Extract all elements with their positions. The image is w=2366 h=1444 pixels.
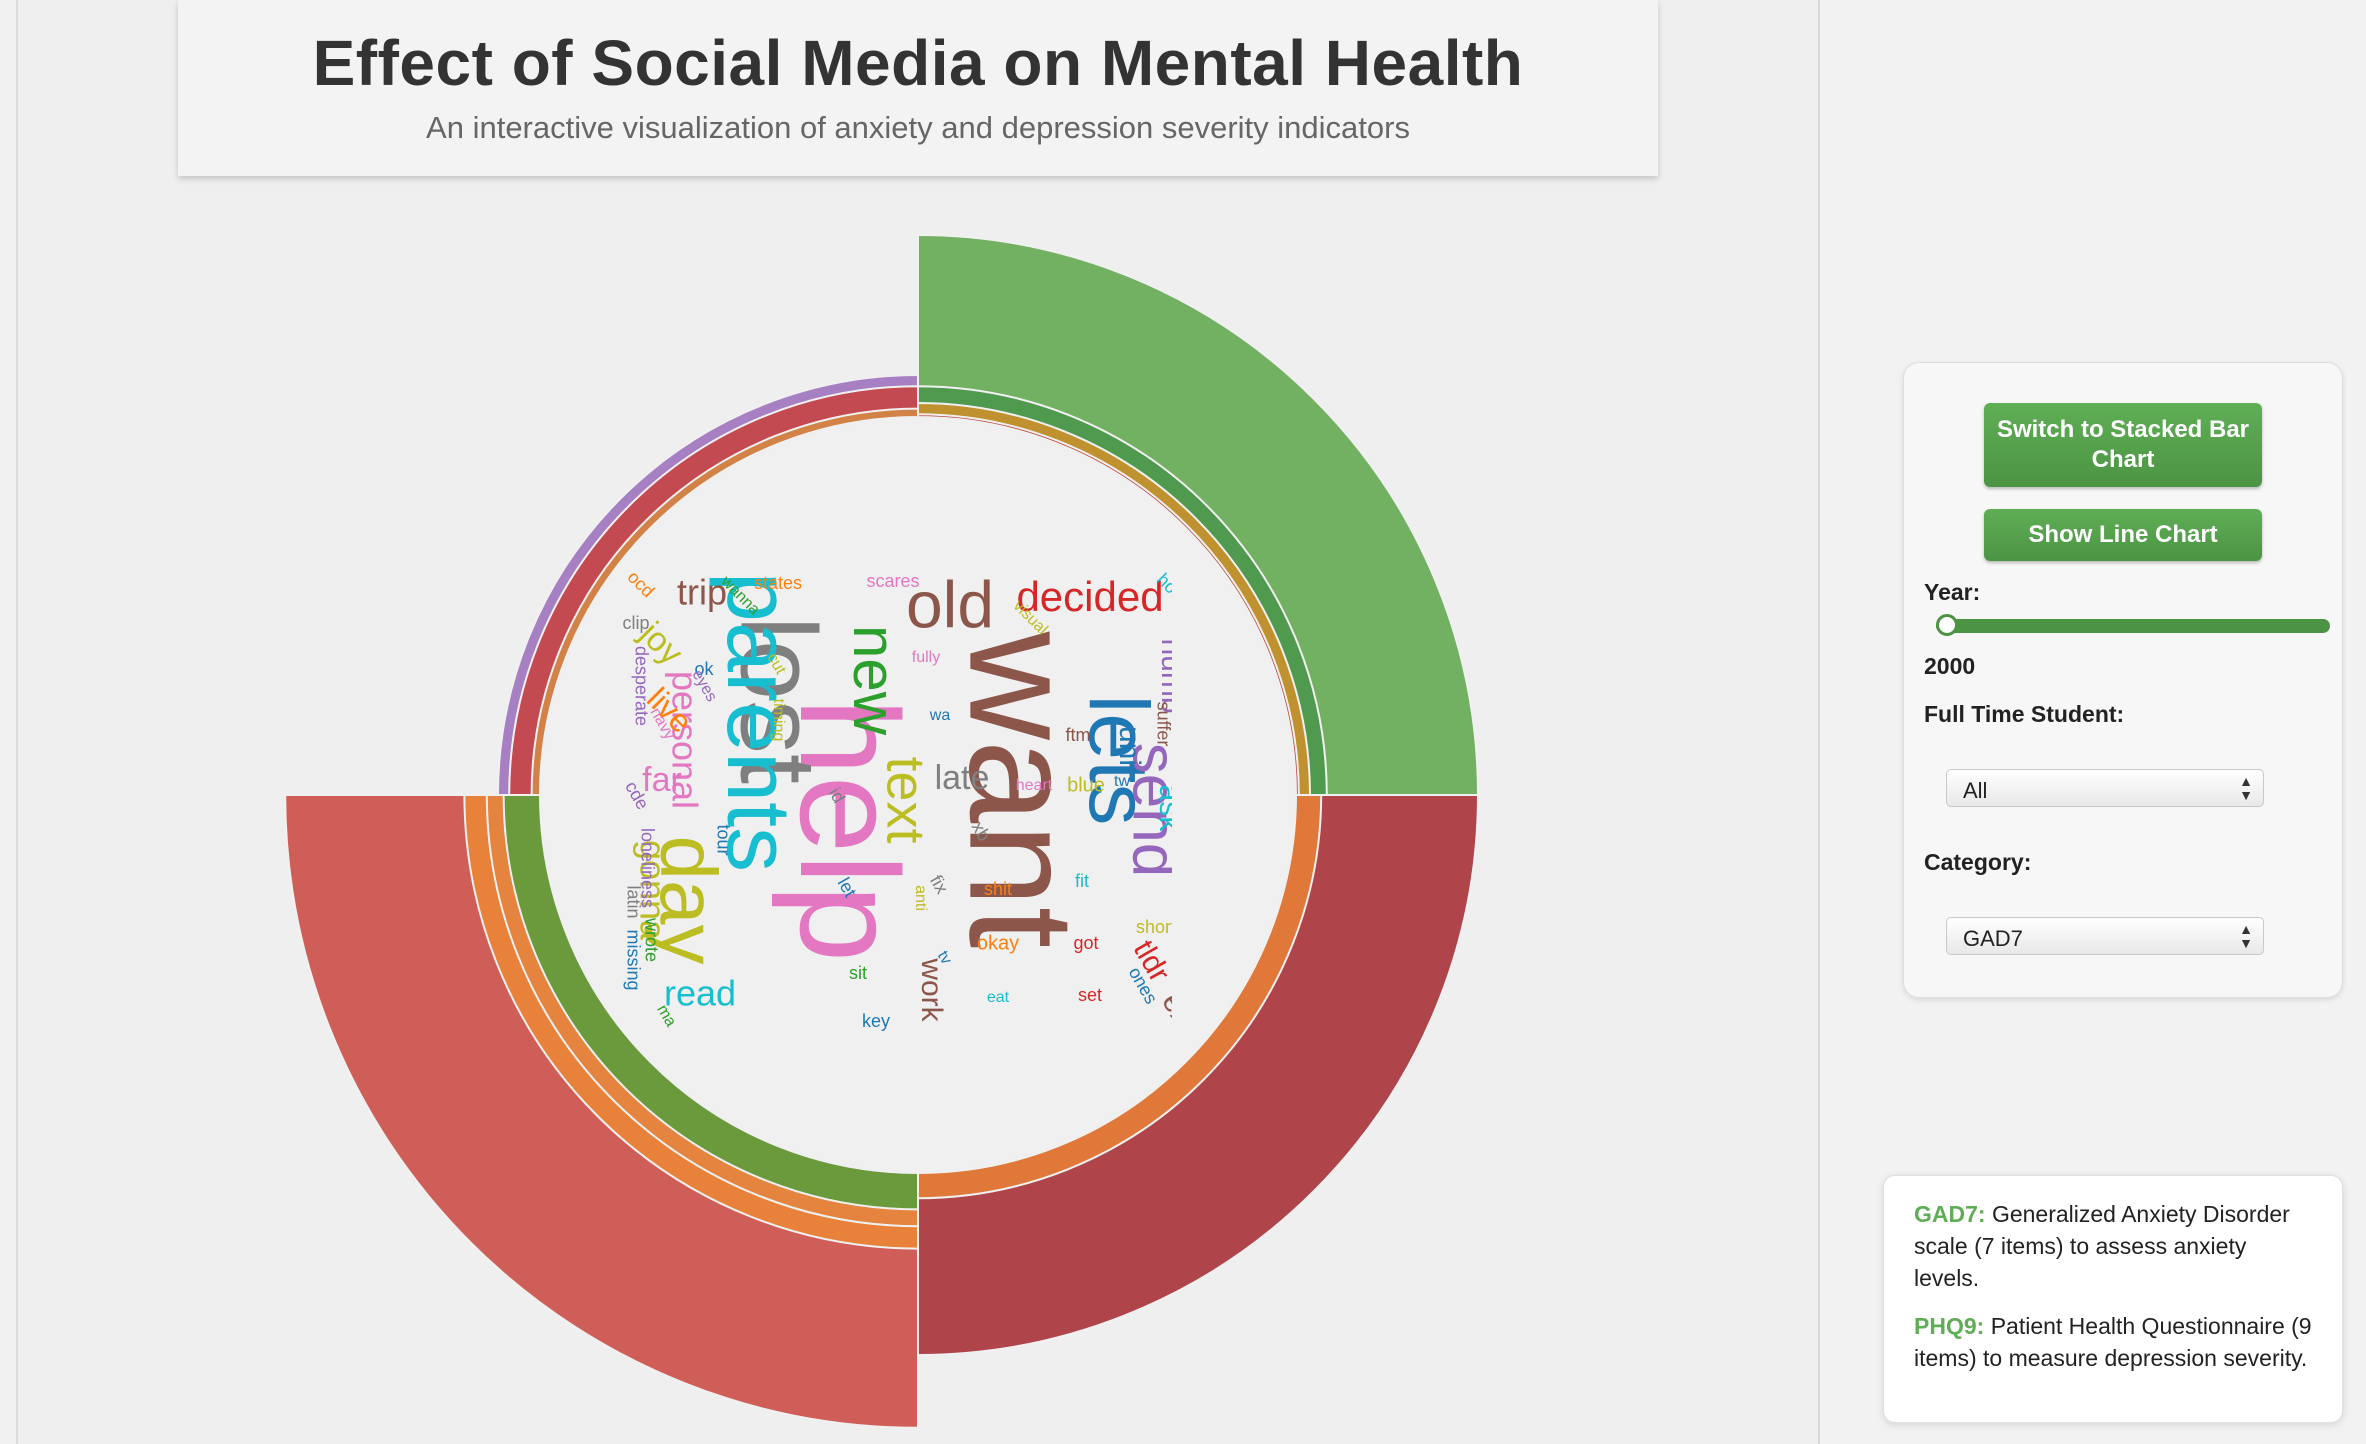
word-far: far — [642, 761, 682, 799]
word-wa: wa — [929, 707, 951, 724]
word-read: read — [664, 973, 736, 1014]
gad7-text: Generalized Anxiety Disorder scale (7 it… — [1914, 1201, 2290, 1291]
year-slider-handle[interactable] — [1936, 614, 1958, 636]
select-arrows-icon: ▲ ▼ — [2239, 921, 2253, 951]
page-subtitle: An interactive visualization of anxiety … — [426, 110, 1410, 145]
word-tour: tour — [713, 824, 733, 855]
left-border — [16, 0, 18, 1444]
word-parents: parents — [708, 572, 808, 872]
phq9-text: Patient Health Questionnaire (9 items) t… — [1914, 1313, 2312, 1371]
word-set: set — [1078, 985, 1102, 1005]
switch-stacked-bar-label: Switch to Stacked Bar Chart — [1996, 416, 2250, 473]
word-latin: latin — [623, 885, 643, 918]
word-text: text — [876, 756, 936, 843]
word-ok: ok — [694, 659, 714, 679]
radial-bars — [284, 233, 1480, 1429]
word-sit: sit — [849, 963, 867, 983]
select-arrows-icon: ▲ ▼ — [2239, 773, 2253, 803]
title-card: Effect of Social Media on Mental Health … — [178, 0, 1658, 176]
word-wrote: wrote — [641, 917, 661, 962]
word-numb: numb — [1155, 638, 1188, 713]
word-send: send — [1120, 743, 1189, 877]
word-shit: shit — [984, 879, 1012, 899]
word-short: short — [1136, 917, 1176, 937]
word-tw: tw — [1114, 773, 1130, 790]
word-new: new — [841, 625, 908, 736]
phq9-key: PHQ9: — [1914, 1313, 1985, 1339]
student-select[interactable]: All ▲ ▼ — [1946, 769, 2264, 807]
year-slider-track[interactable] — [1936, 619, 2330, 633]
word-scares: scares — [866, 571, 919, 591]
year-label: Year: — [1924, 579, 1981, 605]
show-line-chart-label: Show Line Chart — [2028, 521, 2218, 548]
word-suffer: suffer — [1153, 702, 1173, 747]
word-work: work — [915, 957, 948, 1022]
word-got: got — [1073, 933, 1098, 953]
word-uni: uni — [1113, 726, 1146, 766]
switch-stacked-bar-button[interactable]: Switch to Stacked Bar Chart — [1984, 403, 2262, 487]
show-line-chart-button[interactable]: Show Line Chart — [1984, 509, 2262, 561]
word-loneliness: loneliness — [637, 828, 657, 908]
year-value: 2000 — [1924, 653, 1976, 679]
gad7-description: GAD7: Generalized Anxiety Disorder scale… — [1914, 1198, 2316, 1294]
legend-info-box: GAD7: Generalized Anxiety Disorder scale… — [1883, 1175, 2343, 1423]
word-fit: fit — [1075, 871, 1089, 891]
word-gonna: gonna — [632, 840, 673, 941]
word-okay: okay — [977, 932, 1019, 954]
word-help: help — [771, 698, 928, 963]
word-want: want — [938, 631, 1106, 949]
word-missing: missing — [623, 929, 643, 990]
word-old: old — [906, 567, 994, 641]
gad7-key: GAD7: — [1914, 1201, 1986, 1227]
word-key: key — [862, 1011, 890, 1031]
word-ftm: ftm — [1066, 725, 1091, 745]
word-desperate: desperate — [631, 646, 651, 726]
word-fully: fully — [912, 649, 940, 666]
student-label: Full Time Student: — [1924, 701, 2125, 727]
word-ask: ask — [1153, 785, 1186, 833]
word-blue: blue — [1067, 774, 1105, 796]
word-heart: heart — [1016, 777, 1053, 794]
category-select[interactable]: GAD7 ▲ ▼ — [1946, 917, 2264, 955]
student-select-value: All — [1963, 778, 1988, 803]
word-anti: anti — [912, 885, 929, 911]
word-clip: clip — [622, 613, 649, 633]
category-label: Category: — [1924, 849, 2032, 875]
controls-panel: Switch to Stacked Bar Chart Show Line Ch… — [1903, 362, 2343, 998]
word-personal: personal — [664, 671, 705, 809]
word-trip: trip — [677, 572, 727, 613]
word-lost: lost — [718, 616, 839, 784]
word-lets: lets — [1072, 695, 1166, 826]
radial-bar-top-left-2[interactable] — [530, 407, 919, 796]
word-late: late — [935, 759, 990, 797]
category-select-value: GAD7 — [1963, 926, 2023, 951]
word-day: day — [644, 836, 733, 965]
year-slider[interactable] — [1936, 614, 2330, 636]
chart-center — [542, 419, 1294, 1171]
word-eat: eat — [987, 989, 1010, 1006]
word-timing: timing — [770, 699, 787, 742]
page-title: Effect of Social Media on Mental Health — [312, 27, 1524, 99]
panel-divider — [1818, 0, 1820, 1444]
word-decided: decided — [1016, 573, 1163, 620]
word-states: states — [754, 573, 802, 593]
phq9-description: PHQ9: Patient Health Questionnaire (9 it… — [1914, 1310, 2316, 1374]
